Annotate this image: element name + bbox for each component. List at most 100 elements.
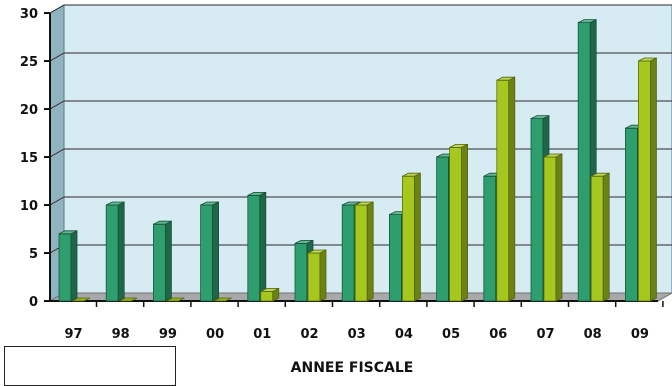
bar-top xyxy=(247,191,266,196)
bar-front xyxy=(436,156,450,302)
bar-top xyxy=(496,76,515,81)
bars xyxy=(58,18,657,302)
bar-side xyxy=(602,172,610,302)
x-tick-label: 05 xyxy=(442,327,460,342)
bar-top xyxy=(578,19,597,24)
bar-side xyxy=(319,249,327,302)
bar-series-1-99 xyxy=(152,220,172,302)
y-tick-label: 0 xyxy=(29,295,38,310)
bar-series-1-00 xyxy=(200,201,220,302)
x-tick-label: 06 xyxy=(489,327,507,342)
bar-top xyxy=(449,143,468,148)
bar-side xyxy=(555,153,563,302)
bar-side xyxy=(366,201,374,302)
bar-top xyxy=(106,201,125,206)
bar-top xyxy=(342,201,361,206)
y-tick-label: 30 xyxy=(20,7,38,22)
bar-series-1-98 xyxy=(105,201,125,302)
bar-front xyxy=(530,118,544,302)
bar-series-2-99 xyxy=(166,297,185,302)
bar-front xyxy=(577,22,591,302)
bar-side xyxy=(259,191,267,302)
bar-series-2-09 xyxy=(638,57,657,302)
bar-top xyxy=(200,201,219,206)
bar-side xyxy=(461,143,469,302)
bar-top xyxy=(402,172,421,177)
bar-top xyxy=(543,153,563,158)
bar-front xyxy=(58,233,72,302)
legend-box xyxy=(4,346,176,386)
bar-side xyxy=(413,172,421,302)
y-tick-label: 20 xyxy=(20,103,38,118)
bar-top xyxy=(260,287,279,292)
bar-top xyxy=(153,220,172,225)
x-tick-label: 01 xyxy=(253,327,271,342)
x-tick-label: 99 xyxy=(159,327,177,342)
bar-front xyxy=(625,127,638,302)
bar-side xyxy=(117,201,125,302)
x-tick-label: 02 xyxy=(300,327,318,342)
bar-front xyxy=(543,156,557,302)
x-axis-title: ANNEE FISCALE xyxy=(291,360,414,374)
bar-side xyxy=(508,76,516,302)
x-tick-label: 00 xyxy=(206,327,224,342)
bar-series-2-01 xyxy=(260,287,280,302)
bar-series-2-07 xyxy=(543,153,563,302)
bar-series-1-97 xyxy=(58,230,78,302)
bar-top xyxy=(591,172,610,177)
bar-front xyxy=(401,175,415,302)
y-tick-label: 5 xyxy=(29,247,38,262)
bar-front xyxy=(388,214,402,302)
bar-front xyxy=(341,204,355,302)
bar-side xyxy=(70,230,78,302)
y-tick-label: 25 xyxy=(20,55,38,70)
bar-top xyxy=(307,249,327,254)
bar-series-2-98 xyxy=(119,297,138,302)
x-tick-label: 07 xyxy=(536,327,554,342)
bar-front xyxy=(483,175,497,302)
bar-series-2-03 xyxy=(354,201,374,302)
bar-front xyxy=(152,223,166,302)
x-tick-label: 03 xyxy=(348,327,366,342)
gridline-side xyxy=(49,196,65,206)
bar-series-2-06 xyxy=(496,76,516,302)
x-axis-ticks: 97 98 99 00 01 02 03 04 05 06 07 08 09 xyxy=(64,301,664,342)
bar-front xyxy=(247,194,261,302)
x-tick-label: 97 xyxy=(64,327,82,342)
bar-front xyxy=(307,252,321,302)
bar-series-1-01 xyxy=(247,191,267,302)
gridline-side xyxy=(49,100,65,110)
bar-series-2-97 xyxy=(71,297,91,302)
bar-front xyxy=(105,204,119,302)
bar-series-2-05 xyxy=(449,143,469,302)
bar-top xyxy=(294,239,314,244)
bar-front xyxy=(449,146,463,302)
bar-front xyxy=(260,290,274,302)
gridline-side xyxy=(49,4,65,14)
bar-front xyxy=(294,242,308,302)
x-tick-label: 09 xyxy=(631,327,649,342)
gridline-side xyxy=(49,148,65,158)
bar-top xyxy=(355,201,374,206)
y-tick-label: 15 xyxy=(20,151,38,166)
bar-top xyxy=(58,230,78,235)
x-tick-label: 98 xyxy=(112,327,130,342)
x-tick-label: 08 xyxy=(584,327,602,342)
bar-side xyxy=(650,57,657,302)
bar-front xyxy=(496,79,510,302)
bar-top xyxy=(530,115,550,119)
bar-series-2-00 xyxy=(213,297,232,302)
bar-top xyxy=(166,297,185,302)
bar-series-2-02 xyxy=(307,249,327,302)
bar-top xyxy=(213,297,232,302)
bar-top xyxy=(119,297,138,302)
bar-front xyxy=(590,175,604,302)
y-tick-label: 10 xyxy=(20,199,38,214)
bar-front xyxy=(354,204,368,302)
bar-series-2-04 xyxy=(401,172,421,302)
bar-top xyxy=(71,297,91,302)
bar-front xyxy=(638,60,651,302)
bar-series-2-08 xyxy=(590,172,610,302)
bar-side xyxy=(164,220,172,302)
